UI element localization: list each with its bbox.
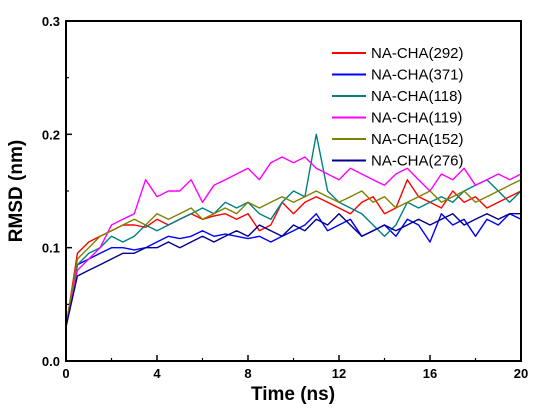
x-tick-label: 16 xyxy=(423,366,437,381)
legend-label: NA-CHA(119) xyxy=(371,110,462,127)
y-tick-label: 0.0 xyxy=(42,354,60,369)
plot-area xyxy=(65,133,522,328)
x-tick-label: 4 xyxy=(153,366,161,381)
series-line-0 xyxy=(65,178,522,328)
legend-label: NA-CHA(292) xyxy=(371,45,464,62)
series-line-1 xyxy=(65,212,522,328)
x-tick-label: 0 xyxy=(62,366,69,381)
x-axis-title: Time (ns) xyxy=(251,384,335,405)
x-tick-label: 12 xyxy=(332,366,346,381)
series-line-4 xyxy=(65,179,522,328)
legend-label: NA-CHA(152) xyxy=(371,131,464,148)
x-tick-label: 8 xyxy=(244,366,251,381)
legend-label: NA-CHA(276) xyxy=(371,153,464,170)
y-axis-title: RMSD (nm) xyxy=(6,140,27,242)
series-line-3 xyxy=(65,156,522,328)
legend-label: NA-CHA(118) xyxy=(371,88,462,105)
y-tick-label: 0.3 xyxy=(42,14,60,29)
legend-label: NA-CHA(371) xyxy=(371,67,464,84)
y-tick-label: 0.1 xyxy=(42,241,60,256)
y-tick-label: 0.2 xyxy=(42,127,60,142)
series-line-5 xyxy=(65,212,521,328)
x-tick-label: 20 xyxy=(514,366,528,381)
legend: NA-CHA(292) NA-CHA(371) NA-CHA(118) NA-CHA(… xyxy=(332,45,464,170)
axes: 0 4 8 12 16 20 0.0 0.1 0.2 0.3 xyxy=(42,14,528,381)
series-line-2 xyxy=(65,133,522,328)
